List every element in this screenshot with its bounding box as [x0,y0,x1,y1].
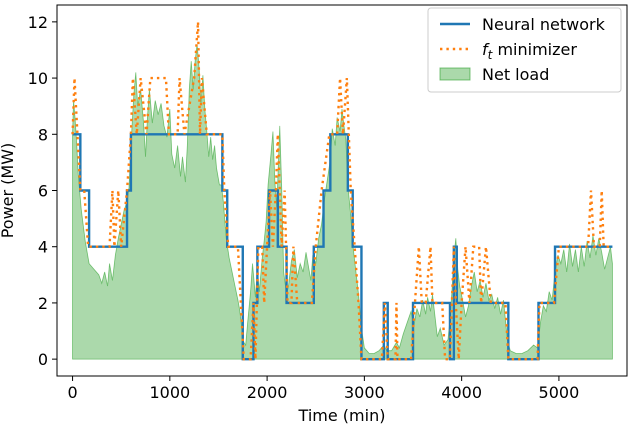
y-tick-label: 6 [38,182,48,201]
legend-swatch-net-load [439,67,471,81]
legend-box [427,7,622,93]
plot-area [71,21,613,361]
x-axis-label: Time (min) [298,406,386,425]
x-tick-label: 2000 [247,383,288,402]
y-tick-label: 8 [38,125,48,144]
y-axis-ticks: 0 2 4 6 8 10 12 [28,13,57,369]
x-tick-label: 1000 [149,383,190,402]
y-tick-label: 10 [28,69,48,88]
x-tick-label: 3000 [344,383,385,402]
legend-label-ft-minimizer: ft minimizer [482,40,577,62]
legend-label-net-load: Net load [482,65,549,84]
x-tick-label: 5000 [539,383,580,402]
legend-label-neural-network: Neural network [482,15,606,34]
x-tick-label: 0 [67,383,77,402]
x-axis-ticks: 0 1000 2000 3000 4000 5000 [67,376,579,402]
y-tick-label: 12 [28,13,48,32]
legend: Neural network ft minimizer Net load [427,7,622,93]
y-tick-label: 4 [38,238,48,257]
y-tick-label: 0 [38,350,48,369]
y-tick-label: 2 [38,294,48,313]
y-axis-label: Power (MW) [0,143,17,239]
x-tick-label: 4000 [441,383,482,402]
series-ft-minimizer-line [71,21,613,361]
